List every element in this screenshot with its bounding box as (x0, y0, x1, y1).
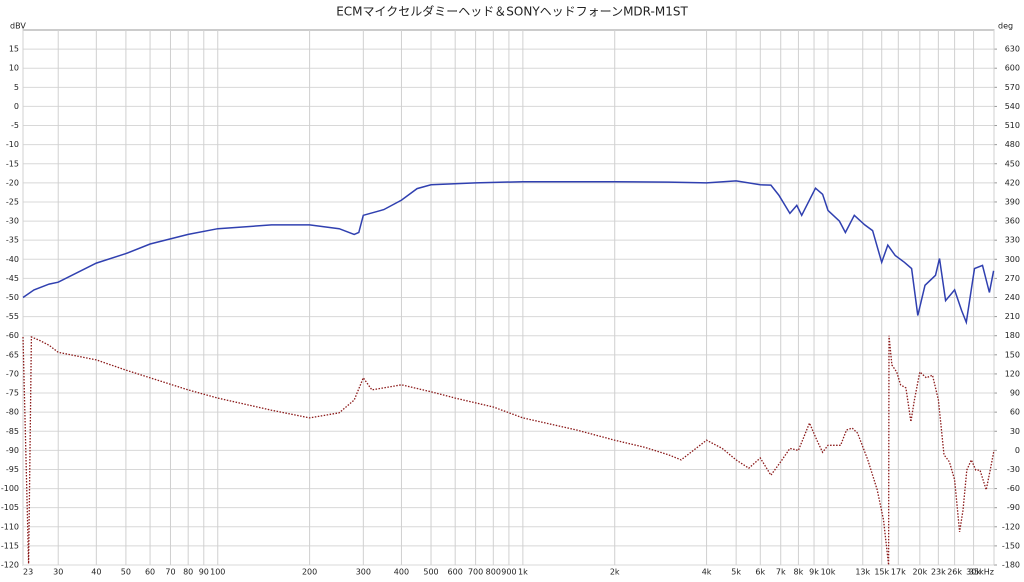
y2-tick-label: 390 (1005, 197, 1020, 206)
x-tick-label: 80 (183, 568, 193, 577)
y2-tick-label: 60 (1010, 408, 1020, 417)
x-tick-label: 100 (210, 568, 225, 577)
y-tick-label: -45 (6, 274, 19, 283)
y-tick-label: -35 (6, 236, 19, 245)
x-tick-label: 50 (121, 568, 131, 577)
y2-tick-label: -120 (1002, 522, 1020, 531)
x-tick-label: 60 (145, 568, 155, 577)
y-tick-label: -10 (6, 140, 19, 149)
x-tick-label: 30k (966, 568, 981, 577)
y-tick-label: -95 (6, 465, 19, 474)
y2-tick-label: 210 (1005, 312, 1020, 321)
y-tick-label: -110 (1, 522, 19, 531)
y-tick-label: -25 (6, 197, 19, 206)
y-tick-label: 5 (14, 83, 19, 92)
y2-tick-label: 0 (1015, 446, 1020, 455)
y-tick-label: -15 (6, 159, 19, 168)
y-tick-label: -70 (6, 369, 19, 378)
x-tick-label: 35kHz (969, 568, 994, 577)
y-tick-label: -20 (6, 178, 19, 187)
y-tick-label: -40 (6, 255, 19, 264)
x-tick-label: 30 (53, 568, 63, 577)
y2-tick-label: 540 (1005, 102, 1020, 111)
y2-tick-label: -60 (1007, 484, 1020, 493)
x-tick-label: 23k (931, 568, 946, 577)
y-tick-label: -75 (6, 389, 19, 398)
y2-tick-label: -90 (1007, 503, 1020, 512)
y2-tick-label: 420 (1005, 178, 1020, 187)
y2-tick-label: 600 (1005, 64, 1020, 73)
y-tick-label: -80 (6, 408, 19, 417)
chart-title: ECMマイクセルダミーヘッド＆SONYヘッドフォーンMDR-M1ST (336, 4, 688, 19)
y2-tick-label: 120 (1005, 369, 1020, 378)
x-tick-label: 9k (809, 568, 819, 577)
y2-tick-label: 360 (1005, 217, 1020, 226)
x-tick-label: 800 (486, 568, 501, 577)
x-tick-label: 4k (702, 568, 712, 577)
y-tick-label: -85 (6, 427, 19, 436)
x-tick-label: 40 (91, 568, 101, 577)
x-tick-label: 15k (874, 568, 889, 577)
x-tick-label: 1k (518, 568, 528, 577)
data-line (22, 335, 995, 566)
x-tick-label: 70 (165, 568, 175, 577)
x-tick-label: 700 (468, 568, 483, 577)
x-tick-label: 8k (794, 568, 804, 577)
y-tick-label: -55 (6, 312, 19, 321)
x-tick-label: 400 (394, 568, 409, 577)
y2-tick-label: 570 (1005, 83, 1020, 92)
x-tick-label: 500 (423, 568, 438, 577)
x-tick-label: 600 (448, 568, 463, 577)
y2-tick-label: 240 (1005, 293, 1020, 302)
y-tick-label: 15 (9, 45, 19, 54)
x-tick-label: 13k (855, 568, 870, 577)
y-tick-label: -115 (1, 541, 19, 550)
y-tick-label: -60 (6, 331, 19, 340)
y2-tick-label: -150 (1002, 541, 1020, 550)
y2-axis-label: deg (998, 22, 1013, 31)
x-tick-label: 90 (199, 568, 209, 577)
y2-tick-label: 510 (1005, 121, 1020, 130)
y-tick-label: -30 (6, 217, 19, 226)
y2-tick-label: 30 (1010, 427, 1020, 436)
y2-tick-label: -30 (1007, 465, 1020, 474)
y-tick-label: -100 (1, 484, 19, 493)
y-tick-label: 10 (9, 64, 19, 73)
x-tick-label: 2k (610, 568, 620, 577)
x-tick-label: 5k (731, 568, 741, 577)
x-tick-label: 20k (912, 568, 927, 577)
y2-tick-label: 330 (1005, 236, 1020, 245)
y2-tick-label: 150 (1005, 350, 1020, 359)
y-tick-label: -5 (11, 121, 19, 130)
x-tick-label: 7k (776, 568, 786, 577)
x-tick-label: 900 (501, 568, 516, 577)
y2-tick-label: 180 (1005, 331, 1020, 340)
x-tick-label: 200 (302, 568, 317, 577)
x-tick-label: 23 (23, 568, 33, 577)
y-tick-label: -105 (1, 503, 19, 512)
x-tick-label: 17k (891, 568, 906, 577)
x-tick-label: 26k (947, 568, 962, 577)
y2-tick-label: 630 (1005, 45, 1020, 54)
y2-tick-label: 270 (1005, 274, 1020, 283)
x-tick-label: 10k (821, 568, 836, 577)
y2-tick-label: 300 (1005, 255, 1020, 264)
y2-tick-label: 450 (1005, 159, 1020, 168)
y-tick-label: -120 (1, 561, 19, 570)
y2-tick-label: 480 (1005, 140, 1020, 149)
y-tick-label: -50 (6, 293, 19, 302)
data-line (22, 180, 995, 326)
y-tick-label: 0 (14, 102, 19, 111)
y2-tick-label: -180 (1002, 561, 1020, 570)
y-axis-label: dBV (10, 22, 26, 31)
x-tick-label: 300 (356, 568, 371, 577)
y-tick-label: -90 (6, 446, 19, 455)
y-tick-label: -65 (6, 350, 19, 359)
y2-tick-label: 90 (1010, 389, 1020, 398)
x-tick-label: 6k (755, 568, 765, 577)
